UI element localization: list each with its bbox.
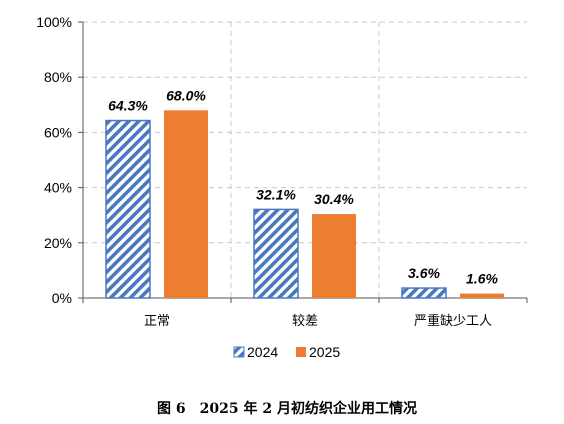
bar-2024-1 xyxy=(253,208,299,299)
bar-2024-2 xyxy=(401,287,447,299)
legend-label-2024: 2024 xyxy=(247,344,278,360)
data-labels: 64.3% 68.0% 32.1% 30.4% 3.6% 1.6% xyxy=(108,87,498,286)
bars xyxy=(105,110,504,299)
data-label-2025-2: 1.6% xyxy=(466,271,498,287)
y-tick-label: 20% xyxy=(44,235,72,251)
y-tick-label: 60% xyxy=(44,124,72,140)
y-tick-label: 100% xyxy=(36,14,72,30)
category-labels: 正常 较差 严重缺少工人 xyxy=(144,313,492,329)
figure-caption: 图 6 2025 年 2 月初纺织企业用工情况 xyxy=(157,400,417,417)
y-tick-label: 40% xyxy=(44,180,72,196)
category-label: 较差 xyxy=(292,314,318,329)
legend-label-2025: 2025 xyxy=(309,344,340,360)
category-label: 严重缺少工人 xyxy=(414,313,492,329)
legend-swatch-2025 xyxy=(296,347,306,357)
category-label: 正常 xyxy=(144,314,170,329)
y-tick-label: 0% xyxy=(52,290,72,306)
data-label-2024-0: 64.3% xyxy=(108,98,148,114)
y-tick-labels: 0% 20% 40% 60% 80% 100% xyxy=(36,14,72,306)
legend-swatch-2024 xyxy=(233,346,245,358)
bar-2025-1 xyxy=(312,214,356,298)
legend: 2024 2025 xyxy=(233,344,340,360)
y-tick-label: 80% xyxy=(44,69,72,85)
data-label-2024-1: 32.1% xyxy=(256,186,296,202)
data-label-2025-0: 68.0% xyxy=(166,87,206,103)
bar-2025-0 xyxy=(164,110,208,298)
bar-2024-0 xyxy=(105,119,151,299)
data-label-2024-2: 3.6% xyxy=(408,265,440,281)
data-label-2025-1: 30.4% xyxy=(314,191,354,207)
axes xyxy=(78,21,528,303)
gridlines xyxy=(83,21,527,298)
bar-2025-2 xyxy=(460,293,504,298)
